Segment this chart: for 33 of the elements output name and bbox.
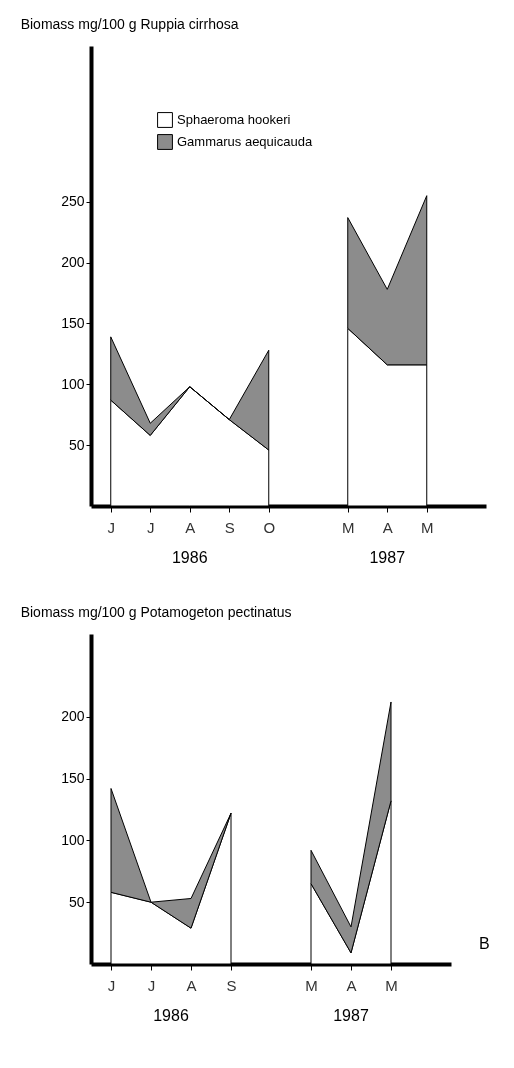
x-tick-label: O [263,518,276,536]
x-tick-label: J [107,518,115,536]
chart-title: Biomass mg/100 g Ruppia cirrhosa [20,16,239,32]
y-tick-label: 100 [61,375,85,392]
x-tick-label: J [147,976,156,994]
x-tick-label: A [382,518,393,536]
x-tick-label: A [186,976,197,994]
y-tick-label: 200 [61,708,85,725]
x-tick-label: S [226,976,237,994]
y-tick-label: 100 [61,831,85,848]
x-tick-label: M [305,976,318,994]
x-tick-label: J [147,518,155,536]
y-tick-label: 150 [61,770,85,787]
chart-title: Biomass mg/100 g Potamogeton pectinatus [20,604,292,620]
legend-label: Sphaeroma hookeri [177,112,291,127]
y-tick-label: 50 [68,893,85,910]
y-tick-label: 250 [61,193,85,210]
text: 1986 [171,549,208,566]
x-tick-label: S [224,518,235,536]
text: 1987 [369,549,406,566]
x-tick-label: M [342,518,355,536]
x-tick-label: M [421,518,434,536]
y-tick-label: 150 [61,314,85,331]
x-tick-label: A [185,518,196,536]
legend-label: Gammarus aequicauda [177,134,313,149]
x-tick-label: M [385,976,398,994]
text: B [479,935,490,952]
y-tick-label: 200 [61,254,85,271]
x-tick-label: J [107,976,116,994]
y-tick-label: 50 [68,436,85,453]
text: 1987 [333,1007,369,1024]
x-tick-label: A [346,976,357,994]
text: 1986 [153,1007,189,1024]
